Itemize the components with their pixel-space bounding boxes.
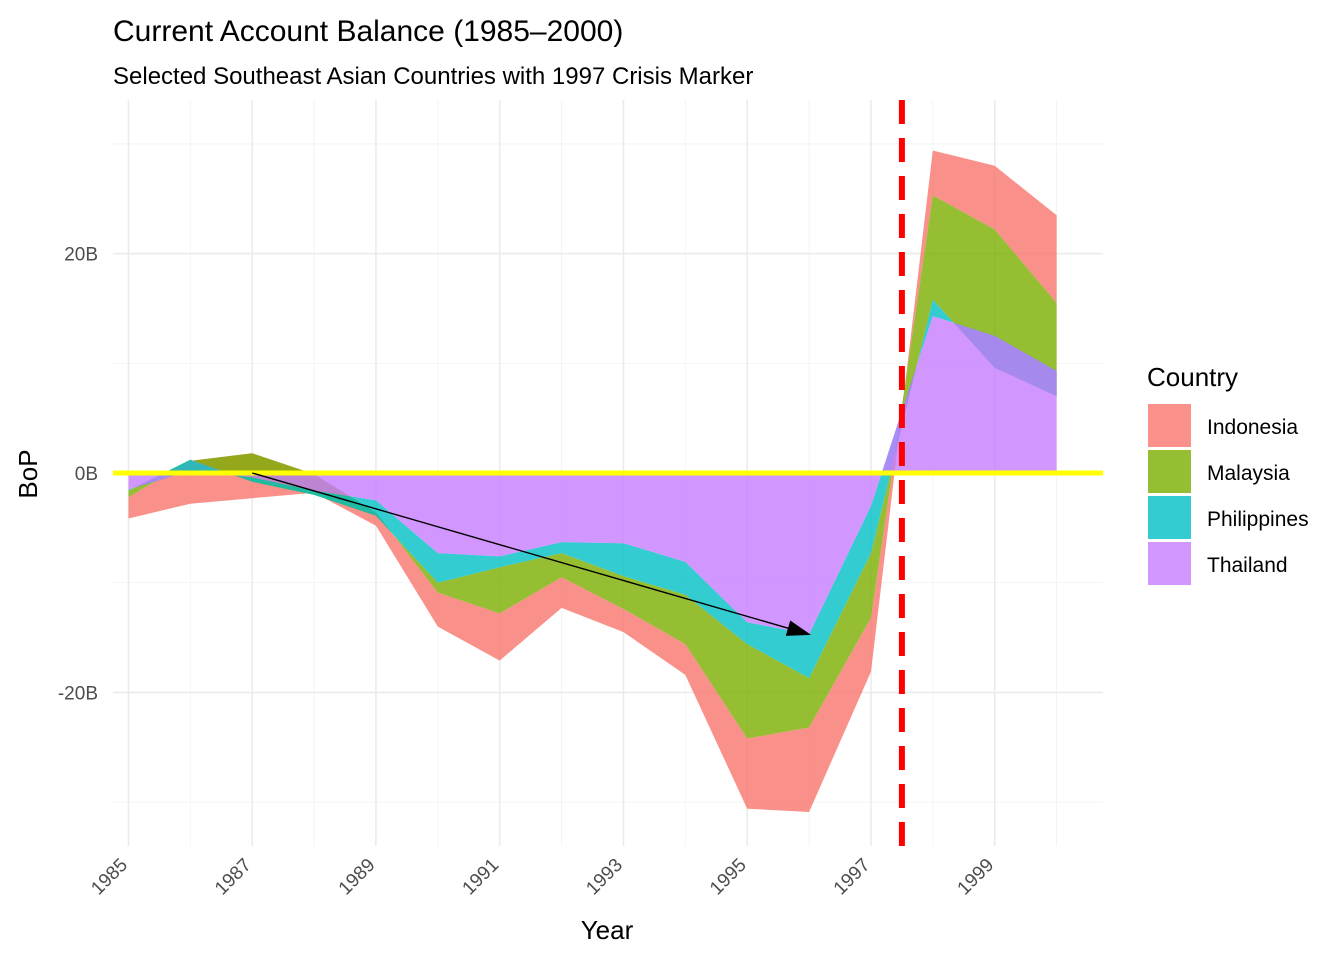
legend-swatch [1148, 450, 1191, 493]
legend-swatch [1148, 496, 1191, 539]
x-tick-label: 1995 [706, 855, 751, 900]
legend: Country Indonesia Malaysia Philippines Thai… [1147, 362, 1309, 585]
trend-arrow [252, 472, 812, 636]
legend-title: Country [1147, 362, 1238, 392]
annotations [113, 100, 1103, 846]
x-tick-label: 1987 [211, 855, 256, 900]
area-malaysia [128, 195, 1057, 739]
x-tick-label: 1985 [87, 855, 132, 900]
y-tick-label: 20B [64, 245, 98, 266]
legend-label: Thailand [1207, 554, 1288, 577]
legend-label: Philippines [1207, 508, 1309, 531]
x-tick-label: 1997 [830, 855, 875, 900]
x-tick-label: 1991 [459, 855, 504, 900]
legend-label: Indonesia [1207, 416, 1298, 439]
legend-items: Indonesia Malaysia Philippines Thailand [1148, 404, 1309, 585]
y-axis-title: BoP [13, 449, 43, 498]
x-tick-label: 1989 [335, 855, 380, 900]
legend-label: Malaysia [1207, 462, 1290, 485]
legend-swatch [1148, 404, 1191, 447]
chart-subtitle: Selected Southeast Asian Countries with … [113, 63, 753, 90]
y-tick-label: -20B [58, 683, 98, 704]
x-axis-title: Year [581, 915, 634, 945]
x-tick-label: 1999 [954, 855, 999, 900]
y-axis-ticks: -20B 0B 20B [58, 245, 98, 705]
legend-swatch [1148, 542, 1191, 585]
x-axis-ticks: 1985 1987 1989 1991 1993 1995 1997 1999 [87, 855, 998, 900]
y-tick-label: 0B [75, 464, 98, 485]
area-layers [128, 150, 1057, 812]
x-tick-label: 1993 [582, 855, 627, 900]
chart-title: Current Account Balance (1985–2000) [113, 15, 623, 48]
